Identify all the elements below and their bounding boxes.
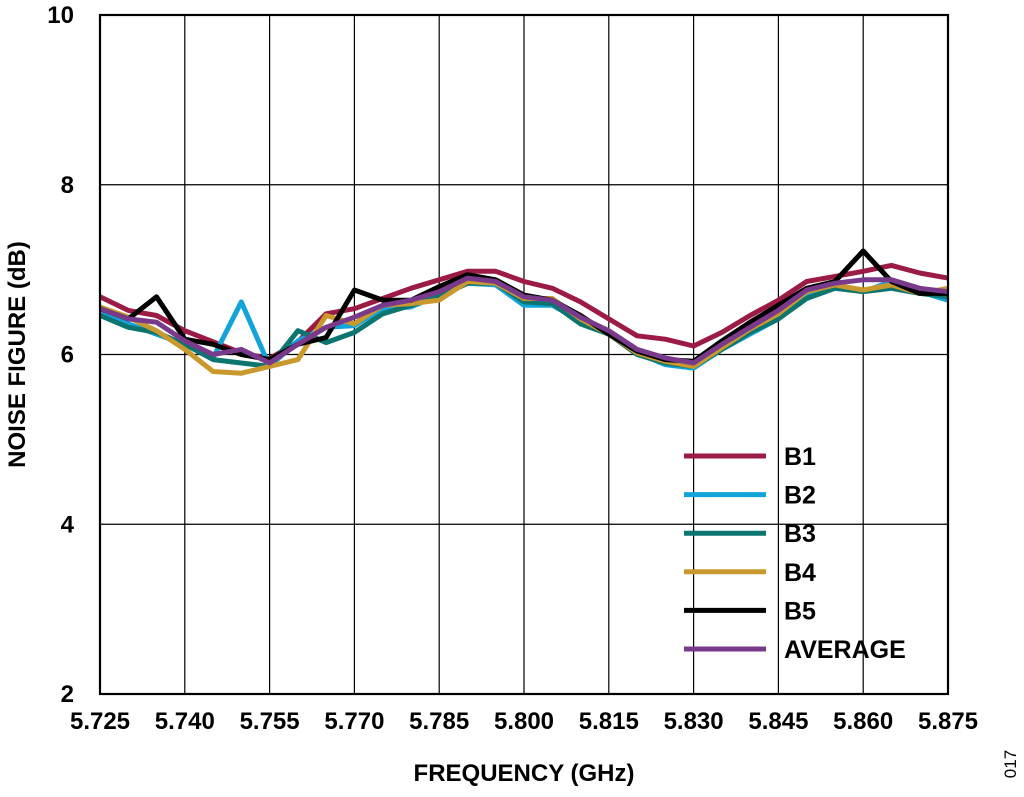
series-lines <box>98 248 949 376</box>
legend-item-b2: B2 <box>684 482 816 510</box>
legend-item-b4: B4 <box>684 559 816 587</box>
legend-label: B3 <box>784 520 816 548</box>
x-tick-label: 5.740 <box>155 708 215 735</box>
legend: B1 B2 B3 B4 B5 AVERAGE <box>684 443 906 664</box>
x-tick-label: 5.845 <box>748 708 808 735</box>
series-line-b2 <box>99 279 949 371</box>
x-tick-label: 5.800 <box>494 708 554 735</box>
legend-label: B1 <box>784 443 816 471</box>
legend-item-b3: B3 <box>684 520 816 548</box>
y-axis-label: NOISE FIGURE (dB) <box>4 241 31 468</box>
figure-id: 017 <box>1001 750 1020 778</box>
y-tick-label: 10 <box>47 2 74 29</box>
legend-label: AVERAGE <box>784 636 906 664</box>
y-tick-label: 6 <box>61 342 74 369</box>
x-tick-label: 5.815 <box>579 708 639 735</box>
legend-item-b5: B5 <box>684 597 816 625</box>
y-tick-label: 2 <box>61 681 74 708</box>
x-tick-label: 5.785 <box>409 708 469 735</box>
x-tick-label: 5.830 <box>664 708 724 735</box>
legend-label: B2 <box>784 482 816 510</box>
y-tick-label: 4 <box>61 511 75 538</box>
y-tick-labels: 2 4 6 8 10 <box>47 2 74 708</box>
x-tick-labels: 5.725 5.740 5.755 5.770 5.785 5.800 5.815 5.830… <box>70 708 978 735</box>
x-tick-label: 5.755 <box>240 708 300 735</box>
x-tick-label: 5.725 <box>70 708 130 735</box>
series-line-average <box>99 275 949 366</box>
series-line-b3 <box>99 280 949 369</box>
gridlines <box>99 14 949 695</box>
y-tick-label: 8 <box>61 172 74 199</box>
legend-label: B4 <box>784 559 816 587</box>
x-tick-label: 5.770 <box>324 708 384 735</box>
legend-item-b1: B1 <box>684 443 816 471</box>
x-tick-label: 5.860 <box>833 708 893 735</box>
plot-frame <box>98 13 950 696</box>
legend-item-average: AVERAGE <box>684 636 906 664</box>
x-tick-label: 5.875 <box>918 708 978 735</box>
legend-label: B5 <box>784 597 816 625</box>
x-axis-label: FREQUENCY (GHz) <box>414 760 635 787</box>
